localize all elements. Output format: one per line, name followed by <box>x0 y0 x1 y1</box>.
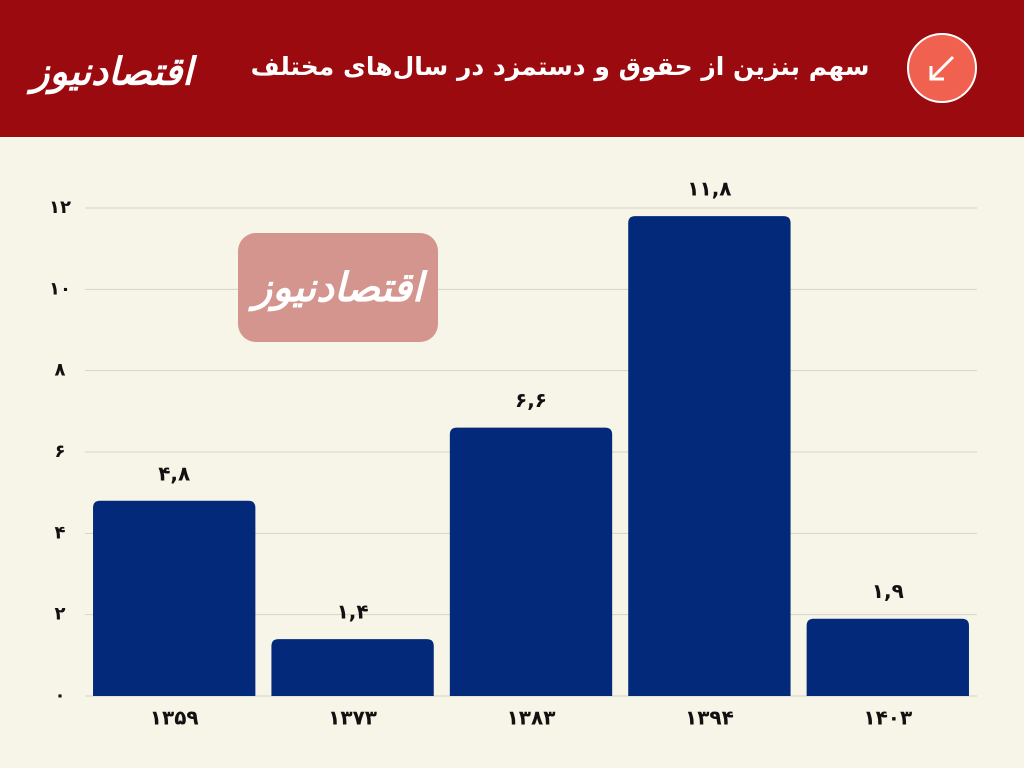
logo: اقتصادنیوز <box>26 50 197 95</box>
bar <box>806 618 969 696</box>
header-bar <box>0 0 1024 137</box>
bar <box>449 427 613 696</box>
watermark-box <box>238 233 438 342</box>
bar <box>93 500 256 696</box>
x-tick-label: ۱۳۸۳ <box>507 706 556 730</box>
value-label: ۴,۸ <box>158 461 190 485</box>
value-label: ۱۱,۸ <box>687 177 731 201</box>
y-tick-label: ۴ <box>55 522 66 543</box>
bar <box>628 216 791 696</box>
value-label: ۱,۴ <box>337 600 369 624</box>
y-tick-label: ۸ <box>55 360 66 381</box>
arrow-icon <box>929 55 955 81</box>
x-tick-label: ۱۳۵۹ <box>150 706 199 730</box>
y-tick-label: ۰ <box>55 685 66 706</box>
y-tick-label: ۶ <box>55 441 66 462</box>
value-label: ۱,۹ <box>872 579 904 603</box>
y-tick-label: ۲ <box>55 604 66 625</box>
value-label: ۶,۶ <box>515 388 547 412</box>
y-tick-label: ۱۲ <box>49 197 71 218</box>
y-tick-label: ۱۰ <box>49 278 71 299</box>
x-tick-label: ۱۳۹۴ <box>685 706 734 730</box>
bar <box>271 639 434 696</box>
x-tick-label: ۱۳۷۳ <box>328 706 377 730</box>
x-tick-label: ۱۴۰۳ <box>863 706 912 730</box>
watermark: اقتصادنیوز <box>248 265 428 312</box>
chart-title: سهم بنزین از حقوق و دستمزد در سال‌های مخ… <box>251 52 870 82</box>
